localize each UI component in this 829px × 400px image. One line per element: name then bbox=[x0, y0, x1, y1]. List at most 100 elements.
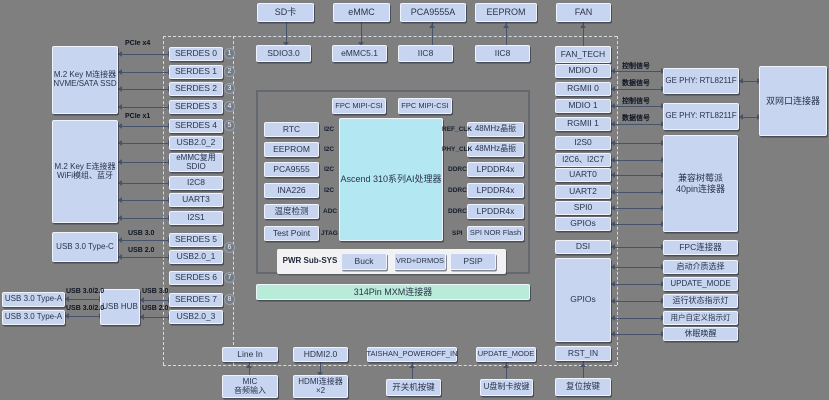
connection-line bbox=[65, 316, 100, 317]
pin-spi0: SPI0 bbox=[555, 201, 611, 215]
pin-uart2-label: UART2 bbox=[569, 186, 597, 197]
fan-device: FAN bbox=[556, 3, 611, 22]
pin-usb20-2-label: USB2.0_2 bbox=[176, 137, 216, 148]
connection-line bbox=[412, 362, 413, 379]
usb20-typec-label: USB 2.0 bbox=[128, 247, 155, 254]
pin-update-mode: UPDATE_MODE bbox=[476, 347, 536, 362]
soc-spi-nor-label: SPI NOR Flash bbox=[469, 228, 522, 238]
pin-serdes6-label: SERDES 6 bbox=[174, 272, 218, 283]
soc-lpddr4x-1-label: LPDDR4x bbox=[476, 163, 515, 174]
arrowhead-left bbox=[115, 123, 122, 129]
pca9555-bus-label: I2C bbox=[324, 166, 335, 173]
connection-line bbox=[611, 224, 662, 225]
usb-hub: USB HUB bbox=[100, 289, 140, 325]
pin-emmc51: eMMC5.1 bbox=[332, 45, 387, 62]
connection-line bbox=[611, 267, 662, 268]
soc-rtc: RTC bbox=[264, 122, 319, 137]
usb-type-c-label: USB 3.0 Type-C bbox=[56, 241, 114, 251]
rpi-40pin-connector-label: 40pin连接器 bbox=[675, 183, 726, 194]
connection-line bbox=[611, 247, 662, 248]
pin-serdes0: SERDES 0 bbox=[169, 47, 223, 61]
connection-line bbox=[611, 175, 662, 176]
ddrc1-label: DDRC bbox=[448, 166, 467, 173]
pin-hdmi20-label: HDMI2.0 bbox=[303, 348, 338, 359]
arrowhead-down bbox=[317, 372, 323, 379]
connection-line bbox=[118, 54, 169, 55]
soc-lpddr4x-3-label: LPDDR4x bbox=[476, 205, 515, 216]
soc-xtal-2-label: 48MHz晶振 bbox=[474, 144, 517, 154]
arrowhead-left bbox=[115, 215, 122, 221]
pin-gpios-big: GPIOs bbox=[555, 258, 611, 342]
usb-type-a-2: USB 3.0 Type-A bbox=[2, 310, 65, 325]
m2-key-e: M.2 Key E连接器 WiFi模组、蓝牙 bbox=[52, 120, 118, 223]
soc-lpddr4x-2-label: LPDDR4x bbox=[476, 184, 515, 195]
pin-usb20-1-label: USB2.0_1 bbox=[176, 251, 216, 262]
soc-ina226: INA226 bbox=[264, 183, 319, 198]
mxm-connector-label: 314Pin MXM连接器 bbox=[353, 286, 433, 297]
data-signal-0-label: 数据信号 bbox=[622, 80, 650, 87]
mic-audio-in-label: 音频输入 bbox=[234, 385, 266, 395]
connection-line bbox=[118, 143, 169, 144]
soc-temp-detect: 温度检测 bbox=[264, 204, 319, 219]
pin-rgmii1-label: RGMII 1 bbox=[567, 118, 599, 129]
connection-line bbox=[611, 106, 662, 107]
ge-phy-1-label: GE PHY: RTL8211F bbox=[665, 75, 737, 85]
soc-lpddr4x-2: LPDDR4x bbox=[467, 183, 524, 198]
pin-dsi-label: DSI bbox=[575, 241, 591, 252]
ge-phy-2-label: GE PHY: RTL8211F bbox=[665, 111, 737, 121]
pin-iic8-b: IIC8 bbox=[475, 45, 530, 62]
emmc-device-label: eMMC bbox=[348, 7, 375, 18]
pin-usb20-3-label: USB2.0_3 bbox=[176, 311, 216, 322]
fpc-connector: FPC连接器 bbox=[663, 240, 738, 255]
pwr-psip-label: PSIP bbox=[463, 255, 483, 266]
arrowhead-left bbox=[115, 197, 122, 203]
connection-line bbox=[140, 317, 169, 318]
module-boundary-dashed bbox=[617, 36, 618, 365]
pin-uart3-label: UART3 bbox=[182, 194, 210, 205]
arrowhead-left bbox=[736, 78, 743, 84]
arrowhead-left bbox=[608, 68, 615, 74]
connection-line bbox=[118, 240, 169, 241]
usb30-hub-label: USB 3.0 bbox=[142, 288, 169, 295]
fpc-mipi-csi-2: FPC MIPI-CSI bbox=[398, 98, 452, 114]
connection-line bbox=[611, 160, 662, 161]
arrowhead-left bbox=[115, 51, 122, 57]
mic-audio-in-label: MIC bbox=[242, 376, 258, 386]
soc-temp-detect-label: 温度检测 bbox=[274, 205, 309, 216]
run-status-led-label: 运行状态指示灯 bbox=[672, 295, 729, 305]
pwr-buck-label: Buck bbox=[354, 255, 374, 266]
pin-serdes1: SERDES 1 bbox=[169, 65, 223, 79]
usb3020-a2-label: USB 3.0/2.0 bbox=[66, 305, 105, 312]
pin-emmc-sdio-label: SDIO bbox=[186, 161, 206, 171]
ctrl-signal-0-label: 控制信号 bbox=[622, 63, 650, 70]
arrowhead-left bbox=[115, 69, 122, 75]
sleep-wake-label: 休眠唤醒 bbox=[684, 328, 717, 338]
pcie-x4-label: PCIe x4 bbox=[125, 40, 151, 47]
ge-phy-1: GE PHY: RTL8211F bbox=[663, 68, 739, 94]
soc-xtal-2: 48MHz晶振 bbox=[467, 142, 524, 157]
pin-serdes6: SERDES 6 bbox=[169, 271, 223, 285]
fan-device-label: FAN bbox=[574, 7, 593, 18]
dual-eth-connector: 双网口连接器 bbox=[759, 66, 827, 136]
arrowhead-left bbox=[608, 121, 615, 127]
hdmi-connector-label: ×2 bbox=[315, 385, 326, 395]
arrowhead-up bbox=[246, 361, 252, 368]
pin-serdes3: SERDES 3 bbox=[169, 100, 223, 114]
connection-line bbox=[320, 362, 321, 375]
usb30-typec-label: USB 3.0 bbox=[128, 230, 155, 237]
update-mode-out: UPDATE_MODE bbox=[663, 277, 738, 291]
connection-line bbox=[140, 300, 169, 301]
arrowhead-left bbox=[608, 157, 615, 163]
connection-line bbox=[118, 162, 169, 163]
arrowhead-left bbox=[115, 237, 122, 243]
arrowhead-left bbox=[608, 264, 615, 270]
m2-key-e-label: WiFi模组、蓝牙 bbox=[57, 170, 113, 180]
connection-line bbox=[249, 362, 250, 375]
arrowhead-left bbox=[137, 314, 144, 320]
pin-serdes5-label: SERDES 5 bbox=[174, 234, 218, 245]
pin-i2s0: I2S0 bbox=[555, 136, 611, 150]
connection-line bbox=[611, 124, 662, 125]
pin-usb20-3: USB2.0_3 bbox=[169, 310, 223, 324]
eeprom-device: EEPROM bbox=[475, 3, 537, 22]
module-boundary-dashed bbox=[233, 36, 234, 365]
